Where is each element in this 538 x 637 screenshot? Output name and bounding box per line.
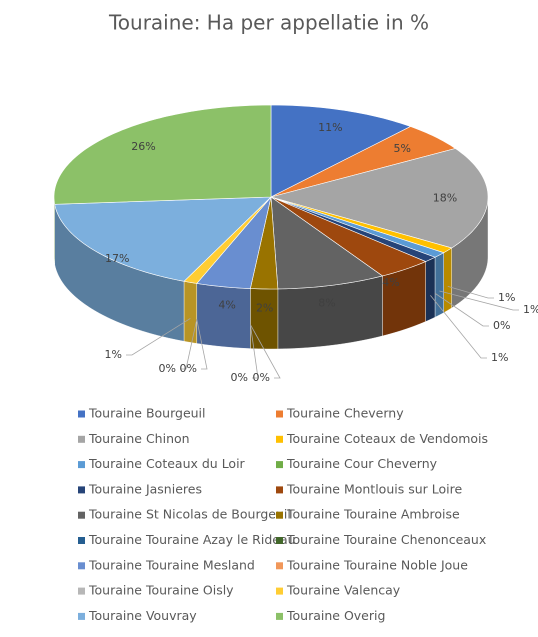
legend-swatch (78, 562, 85, 570)
leader-line (196, 319, 208, 370)
slice (270, 196, 427, 277)
legend-label: Touraine Cheverny (286, 406, 404, 421)
data-label: 2% (256, 302, 273, 315)
data-label: 1% (105, 348, 122, 361)
legend-label: Touraine Touraine Oisly (88, 583, 234, 598)
data-label: 26% (131, 140, 155, 153)
data-label: 0% (231, 371, 248, 384)
data-label: 0% (180, 362, 197, 375)
legend-label: Touraine Touraine Mesland (88, 557, 255, 572)
data-label: 4% (218, 299, 235, 312)
legend-label: Touraine Touraine Ambroise (286, 507, 460, 522)
legend-label: Touraine Touraine Chenonceaux (286, 532, 486, 547)
legend-label: Touraine Coteaux du Loir (88, 456, 246, 471)
slice (196, 196, 272, 289)
data-label: 11% (318, 121, 342, 134)
legend-label: Touraine Touraine Azay le Rideau (88, 532, 296, 547)
legend-swatch (78, 537, 85, 544)
legend-swatch (78, 511, 85, 519)
legend-label: Touraine Vouvray (88, 608, 197, 623)
data-label: 4% (382, 276, 399, 289)
pie-tops (53, 104, 489, 290)
data-label: 0% (493, 319, 510, 332)
data-label: 0% (159, 362, 176, 375)
slice (269, 148, 489, 249)
legend-swatch (276, 587, 283, 595)
legend-label: Touraine Valencay (286, 583, 401, 598)
legend-swatch (276, 435, 283, 443)
slice (249, 196, 279, 290)
slice-side (434, 252, 444, 318)
leader-line (126, 318, 191, 356)
slice-side (183, 281, 197, 344)
leader-line (434, 292, 489, 327)
legend-swatch (78, 435, 85, 443)
leader-line (430, 295, 487, 359)
leader-line (250, 324, 281, 379)
legend-label: Touraine Montlouis sur Loire (286, 481, 462, 496)
data-label: 8% (318, 297, 335, 310)
legend-label: Touraine St Nicolas de Bourgeuil (88, 507, 291, 522)
legend-swatch (276, 511, 283, 519)
slice (270, 196, 384, 290)
legend-swatch (276, 537, 283, 544)
legend-label: Touraine Touraine Noble Joue (286, 557, 468, 572)
data-label: 5% (393, 142, 410, 155)
legend-swatch (78, 587, 85, 595)
slice-side (53, 196, 55, 265)
chart-title: Touraine: Ha per appellatie in % (108, 11, 429, 35)
legend-label: Touraine Chinon (88, 431, 190, 446)
data-label: 1% (498, 291, 515, 304)
legend-swatch (276, 486, 283, 494)
data-label: 0% (253, 371, 270, 384)
legend-swatch (276, 410, 283, 418)
slice-side (443, 247, 452, 314)
slice (53, 104, 272, 205)
leader-line (180, 319, 198, 370)
data-label: 1% (491, 351, 508, 364)
slice (270, 104, 412, 198)
leader-line (439, 290, 519, 311)
data-label: 1% (523, 303, 538, 316)
slice-side (250, 288, 279, 350)
legend-swatch (276, 461, 283, 469)
leader-line (447, 285, 494, 299)
legend-swatch (78, 486, 85, 494)
slice-side (196, 283, 251, 349)
legend-label: Touraine Cour Cheverny (286, 456, 438, 471)
slice (270, 126, 457, 198)
legend-swatch (276, 612, 283, 620)
legend-label: Touraine Bourgeuil (88, 406, 206, 421)
data-label: 17% (105, 252, 129, 265)
legend-swatch (78, 410, 85, 418)
legend-swatch (78, 612, 85, 620)
legend-label: Touraine Coteaux de Vendomois (286, 431, 488, 446)
data-label: 18% (433, 192, 457, 205)
legend-label: Touraine Overig (286, 608, 385, 623)
slice (54, 196, 272, 282)
legend-swatch (276, 562, 283, 570)
leader-line (249, 324, 259, 379)
legend-swatch (78, 461, 85, 469)
legend-label: Touraine Jasnieres (88, 481, 202, 496)
slice-side (425, 256, 436, 322)
